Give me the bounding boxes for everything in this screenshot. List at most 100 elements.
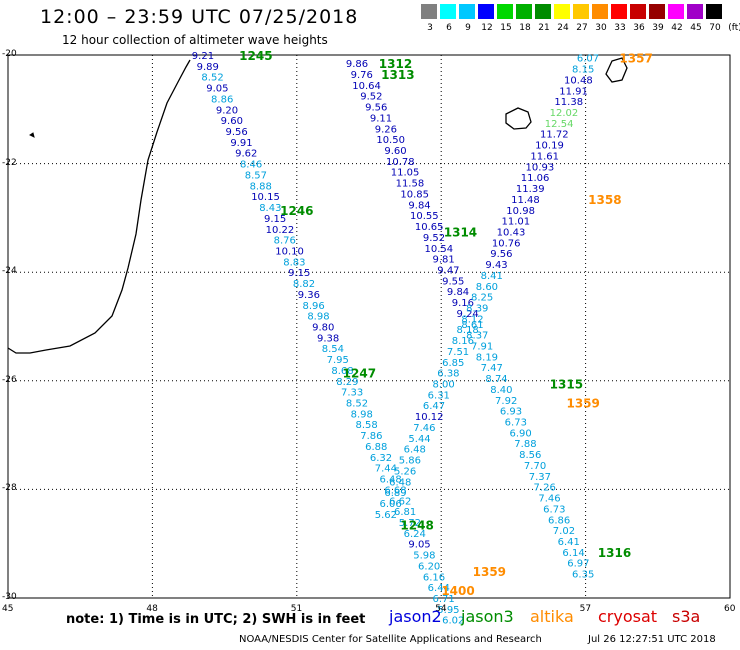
wave-height-label: 11.91 — [559, 86, 588, 97]
wave-height-label: 9.05 — [206, 84, 228, 95]
wave-height-label: 6.16 — [423, 572, 445, 583]
wave-height-label: 6.07 — [577, 54, 599, 65]
wave-height-label: 9.84 — [408, 200, 430, 211]
wave-height-label: 7.37 — [529, 472, 551, 483]
pass-number-label: 1247 — [343, 367, 376, 381]
wave-height-label: 9.80 — [312, 323, 334, 334]
wave-height-label: 9.56 — [490, 249, 512, 260]
wave-height-label: 9.52 — [360, 92, 382, 103]
wave-height-label: 6.93 — [500, 407, 522, 418]
pass-number-label: 1359 — [566, 397, 599, 411]
pass-number-label: 1400 — [441, 584, 474, 598]
wave-height-label: 7.91 — [471, 342, 493, 353]
legend-swatch — [611, 4, 627, 19]
wave-height-label: 8.56 — [519, 450, 541, 461]
legend-label: 30 — [595, 23, 607, 33]
wave-height-label: 6.89 — [384, 488, 406, 499]
pass-number-label: 1316 — [598, 546, 631, 560]
map-frame — [7, 54, 731, 599]
footer-note: note: 1) Time is in UTC; 2) SWH is in fe… — [66, 612, 366, 627]
generated-timestamp: Jul 26 12:27:51 UTC 2018 — [588, 634, 716, 645]
legend-swatch — [706, 4, 722, 19]
wave-height-label: 8.98 — [351, 409, 373, 420]
wave-height-label: 12.54 — [545, 119, 574, 130]
wave-height-label: 9.05 — [408, 540, 430, 551]
legend-label: 12 — [481, 23, 493, 33]
pass-number-label: 1245 — [239, 49, 272, 63]
wave-height-label: 5.98 — [413, 551, 435, 562]
pass-number-label: 1248 — [400, 519, 433, 533]
legend-swatch — [478, 4, 494, 19]
legend-label: 70 — [709, 23, 721, 33]
wave-height-label: 6.48 — [380, 475, 402, 486]
wave-height-label: 8.52 — [346, 399, 368, 410]
wave-height-label: 9.52 — [423, 233, 445, 244]
lon-tick-label: 54 — [435, 604, 447, 614]
wave-height-label: 6.35 — [572, 570, 594, 581]
islet — [29, 132, 35, 138]
wave-height-label: 9.84 — [447, 287, 469, 298]
wave-height-label: 6.71 — [432, 594, 454, 605]
lon-tick-label: 48 — [146, 604, 158, 614]
lat-tick-label: -28 — [2, 483, 17, 494]
wave-height-label: 10.78 — [386, 157, 415, 168]
satellite-label-s3a: s3a — [672, 607, 701, 626]
wave-height-label: 9.60 — [384, 146, 406, 157]
legend-swatch — [440, 4, 456, 19]
pass-number-label: 1315 — [550, 378, 583, 392]
wave-height-label: 10.10 — [275, 246, 304, 257]
wave-height-label: 7.46 — [538, 494, 560, 505]
legend-swatch — [421, 4, 437, 19]
pass-number-label: 1358 — [588, 193, 621, 207]
wave-height-label: 6.97 — [567, 559, 589, 570]
legend-label: 42 — [671, 23, 683, 33]
legend-swatch — [668, 4, 684, 19]
wave-height-label: 9.24 — [457, 309, 479, 320]
wave-height-label: 8.40 — [490, 385, 512, 396]
wave-height-label: 9.60 — [221, 116, 243, 127]
legend-swatch — [516, 4, 532, 19]
wave-height-label: 11.38 — [554, 97, 583, 108]
wave-height-label: 8.57 — [245, 170, 267, 181]
coastline-madagascar — [7, 59, 191, 354]
legend-unit: (ft) — [728, 23, 740, 33]
wave-height-label: 6.14 — [562, 548, 584, 559]
wave-height-label: 5.62 — [375, 510, 397, 521]
legend-swatch — [687, 4, 703, 19]
pass-number-label: 1313 — [381, 68, 414, 82]
wave-height-label: 9.43 — [485, 260, 507, 271]
wave-height-label: 8.88 — [250, 181, 272, 192]
legend-swatch — [497, 4, 513, 19]
wave-height-label: 10.54 — [424, 244, 453, 255]
wave-height-label: 8.43 — [259, 203, 281, 214]
wave-height-label: 6.38 — [437, 369, 459, 380]
credit-text: NOAA/NESDIS Center for Satellite Applica… — [239, 634, 542, 645]
legend-label: 24 — [557, 23, 569, 33]
wave-height-label: 8.96 — [303, 301, 325, 312]
wave-height-label: 7.86 — [360, 431, 382, 442]
wave-height-label: 9.55 — [442, 276, 464, 287]
wave-height-label: 6.02 — [442, 616, 464, 627]
wave-height-label: 8.98 — [307, 312, 329, 323]
lon-tick-label: 51 — [290, 604, 303, 614]
wave-height-label: 10.43 — [497, 227, 526, 238]
island-mauritius — [605, 57, 628, 83]
wave-height-label: 10.48 — [564, 75, 593, 86]
wave-height-label: 8.54 — [322, 344, 344, 355]
legend-label: 18 — [519, 23, 531, 33]
legend-label: 9 — [465, 23, 471, 33]
wave-height-label: 10.50 — [376, 135, 405, 146]
wave-height-label: 11.61 — [530, 151, 559, 162]
pass-number-label: 1314 — [444, 225, 477, 239]
wave-height-label: 10.93 — [526, 162, 555, 173]
legend-swatch — [630, 4, 646, 19]
wave-height-label: 7.26 — [534, 483, 556, 494]
wave-height-label: 5.86 — [399, 456, 421, 467]
wave-height-label: 7.47 — [481, 363, 503, 374]
wave-height-label: 9.38 — [317, 333, 339, 344]
wave-height-label: 8.58 — [355, 420, 377, 431]
wave-height-label: 9.15 — [264, 214, 286, 225]
wave-height-label: 9.56 — [226, 127, 248, 138]
wave-height-label: 5.72 — [399, 518, 421, 529]
wave-height-label: 9.76 — [351, 70, 373, 81]
